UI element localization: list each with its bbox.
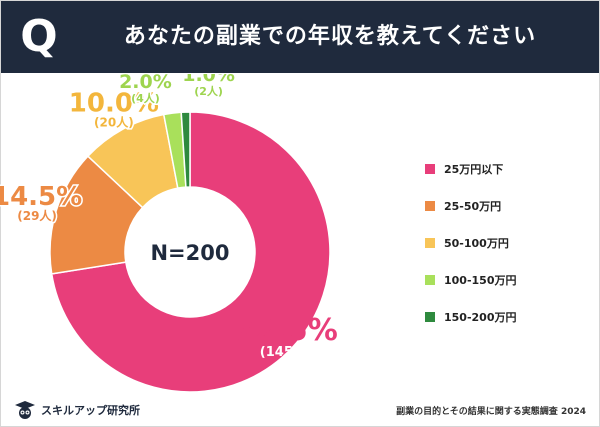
slice-percent-label: 14.5% bbox=[0, 182, 82, 212]
slice-percent-label: 1.0% bbox=[182, 74, 235, 86]
donut-chart: N=200 72.5%(145人) 14.5%(29人) 10.0%(20人) 2.0%… bbox=[0, 74, 338, 393]
q-badge: Q bbox=[20, 11, 58, 62]
legend-label: 50-100万円 bbox=[444, 236, 509, 250]
slice-percent-label: 72.5% bbox=[234, 313, 338, 348]
legend-item: 150-200万円 bbox=[425, 298, 517, 335]
footer-brand: スキルアップ研究所 bbox=[14, 398, 140, 422]
legend-label: 25万円以下 bbox=[444, 162, 504, 176]
legend-swatch bbox=[425, 274, 435, 285]
sample-size-label: N=200 bbox=[150, 241, 229, 265]
owl-logo-icon bbox=[15, 401, 35, 419]
donut-slice bbox=[180, 111, 191, 188]
legend-swatch bbox=[425, 163, 435, 174]
legend-label: 100-150万円 bbox=[444, 273, 517, 287]
page-title: あなたの副業での年収を教えてください bbox=[123, 24, 537, 49]
slice-percent-label: 10.0% bbox=[69, 89, 159, 119]
legend-item: 100-150万円 bbox=[425, 261, 517, 298]
legend-swatch bbox=[425, 311, 435, 322]
slice-count-label: (29人) bbox=[17, 208, 57, 223]
legend-item: 25-50万円 bbox=[425, 187, 517, 224]
slice-count-label: (2人) bbox=[194, 84, 223, 98]
slice-count-label: (4人) bbox=[131, 91, 160, 105]
slice-count-label: (145人) bbox=[260, 344, 312, 360]
legend-item: 50-100万円 bbox=[425, 224, 517, 261]
question-header: Q あなたの副業での年収を教えてください bbox=[1, 1, 599, 73]
legend-swatch bbox=[425, 200, 435, 211]
brand-name: スキルアップ研究所 bbox=[41, 404, 140, 417]
chart-legend: 25万円以下 25-50万円 50-100万円 100-150万円 150-20… bbox=[425, 150, 517, 335]
slice-count-label: (20人) bbox=[94, 115, 134, 130]
legend-label: 25-50万円 bbox=[444, 199, 502, 213]
source-note: 副業の目的とその結果に関する実態調査 2024 bbox=[396, 407, 586, 417]
slice-percent-label: 2.0% bbox=[119, 74, 172, 93]
legend-swatch bbox=[425, 237, 435, 248]
legend-item: 25万円以下 bbox=[425, 150, 517, 187]
legend-label: 150-200万円 bbox=[444, 310, 517, 324]
donut-slice bbox=[50, 111, 331, 393]
